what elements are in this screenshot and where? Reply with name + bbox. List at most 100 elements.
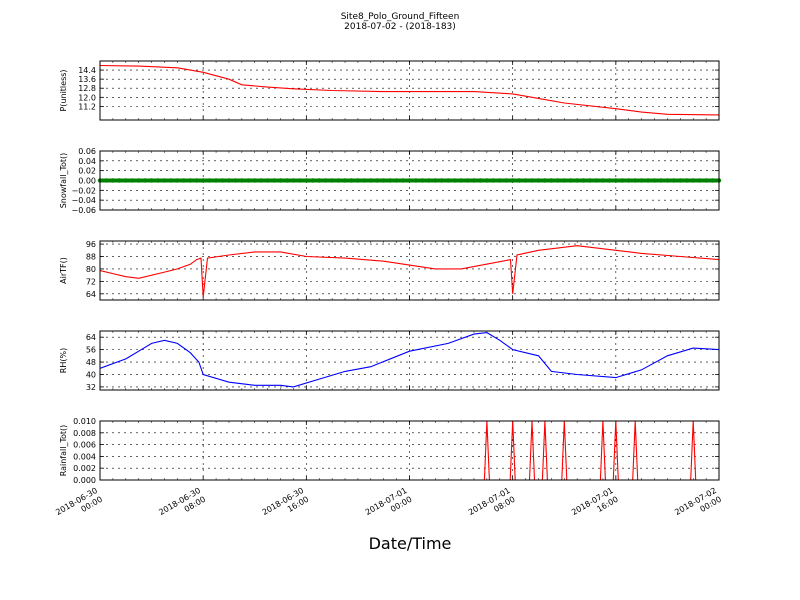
y-tick-label: 14.4 <box>78 66 96 75</box>
series-marker <box>671 178 677 183</box>
panel-1: 14.413.612.812.011.2 P(unitless) <box>59 60 720 121</box>
series-marker <box>652 178 657 183</box>
y-tick-label: 0.006 <box>73 441 96 450</box>
series-marker <box>258 178 264 183</box>
y-tick-label: 11.2 <box>78 102 96 111</box>
series-marker <box>516 178 522 183</box>
series-marker <box>329 178 335 183</box>
series-marker <box>439 178 444 183</box>
series-marker <box>568 178 573 183</box>
y-axis-label: Snowfall_Tot() <box>59 153 68 209</box>
panel-5: 0.010 0.008 0.006 0.004 0.002 0.000 Rainfall_T… <box>59 417 720 485</box>
series-line <box>100 245 719 297</box>
series-marker <box>362 178 367 183</box>
series-line <box>100 332 719 388</box>
y-tick-label: 0.008 <box>73 429 96 438</box>
series-marker <box>265 178 270 183</box>
y-tick-label: 13.6 <box>78 75 96 84</box>
series-marker <box>433 178 438 183</box>
y-axis-label: AirTF() <box>59 257 68 284</box>
series-marker <box>387 178 393 183</box>
series-marker <box>510 178 515 183</box>
series-marker <box>181 178 187 183</box>
series-marker <box>297 178 303 183</box>
y-tick-label: 0.04 <box>78 157 96 166</box>
y-tick-label: 96 <box>86 240 96 249</box>
series-marker <box>562 178 567 183</box>
x-axis-label: Date/Time <box>368 534 452 553</box>
series-marker <box>355 178 361 183</box>
series-marker <box>536 178 541 183</box>
y-tick-label: 32 <box>86 383 96 392</box>
series-marker <box>407 178 412 183</box>
panel-frame <box>99 240 720 301</box>
series-marker <box>271 178 277 183</box>
y-tick-label: 12.8 <box>78 84 96 93</box>
series-marker <box>645 178 651 183</box>
y-tick-label: −0.02 <box>71 186 96 195</box>
series-marker <box>207 178 212 183</box>
y-tick-label: 0.004 <box>73 452 96 461</box>
series-marker <box>452 178 457 183</box>
series-marker <box>213 178 219 183</box>
y-tick-label: 48 <box>86 358 96 367</box>
series-marker <box>574 178 580 183</box>
series-marker <box>400 178 406 183</box>
y-tick-label: 72 <box>86 277 96 286</box>
series-marker <box>458 178 464 183</box>
series-marker <box>368 178 374 183</box>
series-marker <box>194 178 199 183</box>
panel-4: 64 56 48 40 32 RH(%) <box>59 330 720 392</box>
series-marker <box>632 178 638 183</box>
panel-frame <box>99 150 720 211</box>
series-marker <box>168 178 174 183</box>
series-marker <box>426 178 432 183</box>
x-tick-label: 2018-06-3000:00 <box>54 486 104 526</box>
series-marker <box>110 178 116 183</box>
series-marker <box>246 178 251 183</box>
y-tick-label: −0.04 <box>71 196 96 205</box>
series-marker <box>497 178 502 183</box>
y-tick-label: 56 <box>86 346 96 355</box>
series-marker <box>188 178 193 183</box>
y-axis-label: Rainfall_Tot() <box>59 425 68 477</box>
series-marker <box>542 178 548 183</box>
y-axis-label: P(unitless) <box>59 69 68 111</box>
series-marker <box>394 178 399 183</box>
series-marker <box>239 178 245 183</box>
panel-frame <box>99 330 720 391</box>
series-line <box>100 421 719 480</box>
series-marker <box>278 178 283 183</box>
series-marker <box>504 178 509 183</box>
series-marker <box>491 178 496 183</box>
series-marker <box>658 178 664 183</box>
series-marker <box>130 178 135 183</box>
series-marker <box>233 178 238 183</box>
series-marker <box>710 178 715 183</box>
series-marker <box>323 178 328 183</box>
series-marker <box>142 178 148 183</box>
x-tick-label: 2018-07-0100:00 <box>364 486 414 526</box>
series-marker <box>549 178 554 183</box>
series-marker <box>613 178 619 183</box>
series-marker <box>420 178 425 183</box>
panel-frame <box>99 420 720 481</box>
y-tick-label: 12.0 <box>78 93 96 102</box>
chart-title: Site8_Polo_Ground_Fifteen <box>340 12 460 22</box>
y-tick-label: 0.000 <box>73 476 96 485</box>
series-marker <box>703 178 709 183</box>
y-tick-label: 0.00 <box>78 177 96 186</box>
y-tick-label: −0.06 <box>71 206 96 215</box>
series-marker <box>413 178 419 183</box>
series-marker <box>587 178 593 183</box>
series-marker <box>175 178 180 183</box>
panel-2: 0.060.040.020.00−0.02−0.04−0.06Snowfall_… <box>59 147 722 215</box>
x-tick-label: 2018-07-0200:00 <box>673 486 723 526</box>
y-tick-label: 0.010 <box>73 417 96 426</box>
y-tick-label: 64 <box>86 333 96 342</box>
series-marker <box>555 178 561 183</box>
panel-3: 96 88 80 72 64 AirTF() <box>59 240 720 301</box>
series-marker <box>336 178 341 183</box>
series-marker <box>445 178 451 183</box>
series-marker <box>594 178 599 183</box>
